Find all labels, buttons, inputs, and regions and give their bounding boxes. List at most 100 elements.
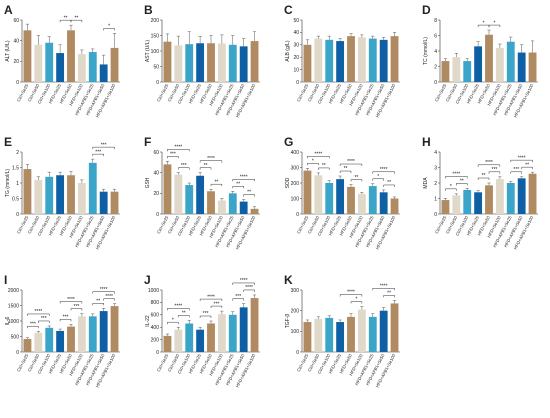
- y-axis-label: TC (mmol/L): [423, 37, 429, 65]
- significance-bracket: [59, 319, 72, 322]
- bar: [239, 201, 248, 214]
- significance-bracket: [167, 321, 179, 325]
- y-tick-label: 60: [13, 18, 19, 24]
- bar: [485, 34, 493, 82]
- bar: [325, 317, 334, 352]
- significance-label: *: [172, 317, 174, 323]
- significance-label: *: [450, 184, 452, 190]
- y-tick-label: 1: [434, 196, 437, 202]
- bar: [45, 42, 54, 82]
- significance-label: ***: [203, 311, 209, 317]
- significance-bracket: [318, 167, 330, 170]
- y-axis-label: SOD: [285, 177, 291, 188]
- significance-label: *: [355, 297, 357, 303]
- panel-letter: I: [4, 273, 7, 287]
- significance-bracket: [92, 146, 115, 150]
- significance-bracket: [307, 156, 330, 159]
- bar: [228, 314, 237, 352]
- y-tick-label: 500: [11, 334, 20, 340]
- bar: [185, 323, 194, 352]
- significance-label: ***: [30, 321, 36, 327]
- bar: [495, 47, 504, 82]
- y-tick-label: 1000: [148, 288, 159, 294]
- y-tick-label: 20: [293, 55, 299, 61]
- y-tick-label: 20: [13, 59, 19, 65]
- y-tick-label: 200: [291, 181, 300, 187]
- bar: [88, 52, 97, 82]
- y-tick-label: 0: [434, 80, 437, 86]
- significance-label: **: [236, 181, 240, 187]
- significance-label: ****: [34, 309, 42, 315]
- significance-bracket: [477, 164, 501, 167]
- bar: [357, 193, 366, 214]
- significance-bracket: [232, 298, 244, 301]
- significance-bracket: [70, 308, 83, 311]
- y-tick-label: 800: [151, 300, 160, 306]
- significance-label: *: [108, 24, 110, 30]
- y-tick-label: 200: [151, 18, 160, 24]
- bar: [474, 192, 483, 214]
- y-tick-label: 3: [434, 165, 437, 171]
- significance-label: **: [96, 298, 100, 304]
- panel-letter: K: [284, 273, 293, 287]
- bar: [88, 316, 97, 352]
- significance-bracket: [456, 183, 468, 186]
- significance-bracket: [339, 170, 352, 174]
- y-tick-label: 0: [16, 80, 19, 86]
- bar: [196, 43, 205, 82]
- significance-bracket: [243, 194, 255, 197]
- significance-label: **: [182, 311, 186, 317]
- bar: [67, 30, 75, 82]
- y-axis-label: TGF-β: [285, 314, 291, 329]
- significance-label: ***: [101, 142, 107, 148]
- significance-label: **: [204, 163, 208, 169]
- bar: [88, 162, 97, 214]
- significance-bracket: [103, 298, 115, 301]
- significance-bracket: [199, 167, 212, 170]
- y-axis-label: TG (mmol/L): [5, 169, 11, 197]
- significance-bracket: [372, 178, 384, 181]
- significance-bracket: [38, 320, 50, 323]
- bar: [56, 175, 65, 214]
- significance-bracket: [243, 289, 255, 292]
- significance-bracket: [232, 186, 244, 189]
- bar: [347, 316, 355, 352]
- significance-bracket: [445, 176, 468, 179]
- significance-label: **: [460, 179, 464, 185]
- bar: [45, 176, 54, 214]
- y-tick-label: 100: [291, 329, 300, 335]
- significance-label: **: [322, 163, 326, 169]
- bar: [452, 195, 461, 214]
- y-tick-label: 10: [293, 67, 299, 73]
- significance-bracket: [167, 156, 179, 159]
- panel-letter: H: [422, 135, 431, 149]
- panel-letter: A: [4, 3, 13, 17]
- significance-label: ****: [100, 287, 108, 293]
- significance-label: ****: [245, 285, 253, 291]
- bar: [506, 41, 515, 82]
- significance-bracket: [59, 301, 83, 304]
- bar: [325, 39, 334, 82]
- significance-bracket: [350, 301, 363, 304]
- significance-label: ****: [240, 278, 248, 284]
- y-tick-label: 4: [434, 150, 437, 156]
- y-tick-label: 100: [151, 49, 160, 55]
- y-tick-label: 1: [16, 181, 19, 187]
- significance-label: **: [344, 166, 348, 172]
- significance-label: ***: [63, 315, 69, 321]
- panel-letter: D: [422, 3, 431, 17]
- bar: [163, 164, 172, 214]
- bar: [174, 45, 183, 82]
- bar: [250, 208, 259, 214]
- significance-label: ****: [207, 294, 215, 300]
- bar: [174, 174, 183, 214]
- panel-g: GSOD0100200300400Ctrl+Se25Ctrl+Se50Ctrl+…: [284, 135, 400, 250]
- bar: [207, 191, 215, 214]
- significance-label: ****: [452, 172, 460, 178]
- significance-bracket: [445, 188, 457, 191]
- significance-label: *: [493, 20, 495, 26]
- bar: [452, 57, 461, 82]
